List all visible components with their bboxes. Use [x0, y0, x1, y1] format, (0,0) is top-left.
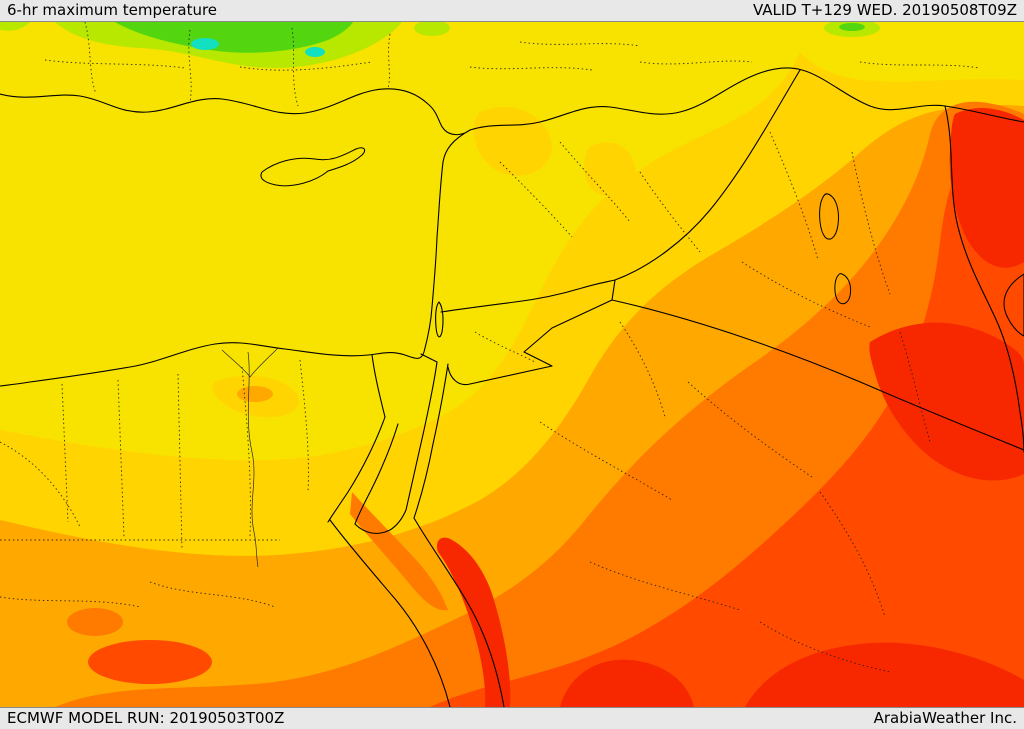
attribution-label: ArabiaWeather Inc. [873, 709, 1017, 727]
admin-line [0, 596, 141, 608]
yellow-enclave-jordan-highlands [451, 281, 498, 359]
admin-line [177, 373, 183, 551]
nile-river [247, 351, 259, 568]
admin-line [539, 421, 673, 501]
admin-line [188, 29, 192, 103]
header-bar: 6-hr maximum temperature VALID T+129 WED… [0, 0, 1024, 22]
border-jordan-saudi-zigzag [447, 299, 613, 386]
admin-line [499, 161, 573, 238]
cyan-spot-2 [305, 47, 325, 57]
dead-sea [435, 301, 444, 338]
lake-razzaza [834, 273, 852, 305]
red-streak-red-sea [436, 537, 511, 707]
border-jordan-iraq [611, 279, 616, 301]
suez-canal [371, 354, 386, 418]
gold-patch-se-turkey-2 [584, 142, 636, 197]
green-patch-top-small [414, 22, 450, 36]
border-syria-iraq [614, 69, 801, 281]
red-sea-east-shore [413, 517, 505, 707]
cyan-spot-1 [191, 38, 219, 50]
red-patch-top-right [949, 108, 1024, 268]
border-saudi-iraq [611, 299, 1024, 451]
admin-line [851, 151, 891, 295]
gold-patch-se-turkey-1 [473, 107, 552, 176]
admin-line [61, 383, 69, 523]
red-patch-right-mid [869, 322, 1024, 481]
band-red-orange [430, 136, 1024, 707]
deep-orange-blob-sw-2 [67, 608, 123, 636]
model-run-label: ECMWF MODEL RUN: 20190503T00Z [7, 709, 285, 727]
admin-line [474, 331, 536, 363]
admin-line [859, 61, 981, 69]
green-patch-top-left-corner [0, 22, 30, 31]
border-iraq-iran [944, 105, 1024, 453]
persian-gulf-tip [1003, 273, 1024, 337]
admin-line [819, 491, 886, 618]
red-patch-bottom-center [560, 659, 694, 707]
admin-line [149, 581, 276, 608]
cyprus-island [260, 147, 366, 187]
admin-line [619, 321, 666, 418]
admin-boundaries [0, 22, 981, 673]
map-title: 6-hr maximum temperature [7, 1, 218, 19]
admin-line [299, 359, 309, 493]
valid-time-label: VALID T+129 WED. 20190508T09Z [752, 1, 1017, 19]
red-patch-bottom-right [745, 642, 1024, 707]
lake-tharthar [819, 193, 839, 240]
admin-line [387, 33, 391, 89]
orange-spot-delta [237, 386, 273, 402]
map-canvas [0, 22, 1024, 707]
admin-line [741, 261, 871, 328]
sinai-south-coast [354, 509, 407, 534]
coastline-mediterranean [0, 88, 471, 387]
admin-line [44, 59, 186, 69]
border-jordan-syria [440, 279, 616, 313]
nile-delta-branch-east [249, 347, 279, 378]
border-israel-egypt [420, 353, 438, 363]
footer-bar: ECMWF MODEL RUN: 20190503T00Z ArabiaWeat… [0, 707, 1024, 729]
temperature-map-svg [0, 22, 1024, 707]
admin-line [759, 621, 891, 673]
green-patch-top-core [115, 22, 353, 53]
admin-line [559, 141, 631, 223]
admin-line [519, 41, 641, 47]
deep-orange-streak-suez [350, 492, 448, 611]
gulf-of-aqaba-west-shore [405, 361, 438, 511]
gulf-of-suez-east-shore [354, 423, 399, 525]
gulf-of-suez-west-shore [327, 416, 386, 523]
admin-line [769, 131, 819, 261]
nile-delta-branch-west [221, 349, 251, 378]
red-sea-west-shore [329, 519, 451, 707]
admin-line [469, 66, 593, 71]
border-turkey-south [469, 67, 1024, 131]
green-patch-top-right-core [839, 23, 865, 31]
admin-line [291, 27, 299, 107]
admin-line [117, 379, 125, 538]
gulf-of-aqaba-east-shore [413, 363, 449, 519]
deep-orange-blob-sw-1 [88, 640, 212, 684]
